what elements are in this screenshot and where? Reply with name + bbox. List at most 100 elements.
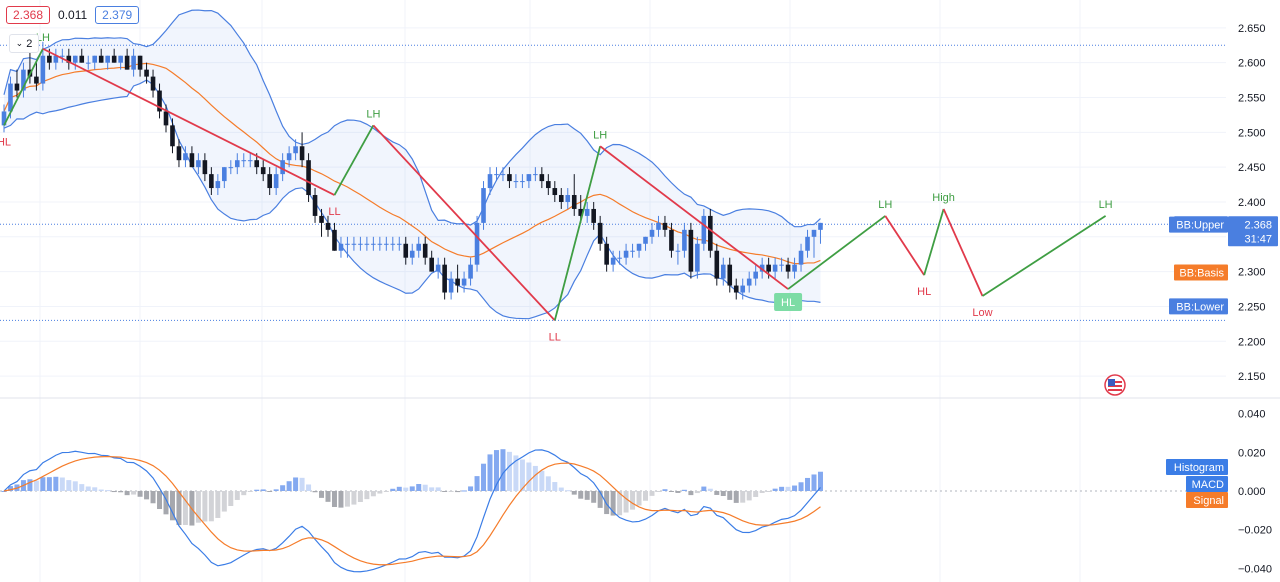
candle-body: [183, 153, 188, 161]
price-tick-label: 2.600: [1238, 58, 1266, 70]
histogram-bar: [40, 477, 46, 491]
candle-body: [409, 250, 415, 258]
macd-tag-bg: [1186, 476, 1228, 492]
candle-body: [319, 215, 324, 223]
histogram-bar: [267, 491, 273, 492]
candle-body: [727, 264, 733, 286]
histogram-tag: Histogram: [1174, 462, 1224, 474]
candle-body: [416, 243, 422, 251]
histogram-bar: [681, 489, 687, 491]
macd-tick-label: 0.040: [1238, 409, 1266, 421]
histogram-bar: [59, 477, 65, 491]
histogram-bar: [526, 462, 532, 491]
candles: [1, 41, 823, 300]
candle-body: [740, 285, 746, 293]
histogram-bar: [403, 487, 409, 491]
candle-body: [500, 174, 506, 176]
candle-body: [118, 55, 123, 63]
histogram-bar: [293, 477, 299, 491]
candle-body: [124, 55, 130, 70]
candle-body: [8, 83, 13, 112]
candle-body: [163, 111, 169, 126]
histogram-bar: [85, 486, 91, 491]
histogram-bar: [228, 491, 234, 506]
histogram-bar: [733, 491, 739, 503]
candle-body: [520, 181, 525, 183]
zigzag: HL LH LL LH LL LH HL LH HL High Low LH: [0, 32, 1113, 344]
histogram-bar: [416, 484, 422, 491]
histogram-bar: [92, 487, 98, 491]
candle-body: [222, 167, 227, 182]
signal-tag: Signal: [1193, 495, 1224, 507]
candle-body: [753, 271, 758, 279]
histogram-bar: [357, 491, 363, 502]
candle-body: [448, 278, 454, 293]
candle-body: [675, 250, 681, 252]
macd-tick-label: 0.020: [1238, 447, 1266, 459]
bid-box[interactable]: 2.368: [6, 6, 51, 24]
candle-body: [429, 257, 434, 272]
ask-box[interactable]: 2.379: [95, 6, 140, 24]
histogram-bar: [131, 491, 137, 495]
pivot-label: LL: [549, 331, 561, 343]
zigzag-leg: [884, 215, 925, 276]
axis-tags: XNGUSD2.36831:47BB:UpperBB:BasisBB:Lower…: [1166, 216, 1278, 508]
histogram-tag-bg: [1166, 459, 1228, 475]
bb-fill: [4, 10, 821, 319]
histogram-bar: [33, 480, 39, 491]
histogram-bar: [442, 491, 448, 492]
candle-body: [364, 243, 370, 245]
pivot-label: HL: [917, 286, 931, 298]
histogram-bar: [448, 491, 454, 492]
candle-body: [662, 222, 668, 230]
pivot-label: Low: [972, 307, 992, 319]
histogram-bar: [331, 491, 337, 507]
candle-body: [571, 195, 577, 209]
candle-body: [533, 174, 538, 176]
candle-body: [234, 160, 240, 168]
candle-body: [695, 243, 700, 272]
macd-tick-label: −0.040: [1238, 563, 1272, 575]
candle-body: [481, 188, 486, 223]
collapse-toggle[interactable]: ⌄ 2: [9, 34, 39, 53]
zigzag-leg: [923, 208, 945, 276]
histogram-bar: [344, 491, 350, 507]
candle-body: [526, 174, 532, 182]
histogram-bar: [500, 449, 506, 491]
candle-body: [254, 160, 260, 168]
candle-body: [649, 229, 655, 237]
histogram-bar: [105, 490, 111, 492]
histogram-bar: [513, 455, 519, 491]
histogram-bar: [338, 491, 344, 508]
histogram-bar: [584, 491, 590, 500]
candle-body: [759, 264, 765, 272]
candle-body: [805, 236, 810, 251]
candle-body: [772, 264, 778, 272]
candle-body: [260, 167, 266, 175]
histogram-bar: [241, 491, 247, 496]
histogram-bar: [66, 480, 72, 491]
price-axis: 2.6502.6002.5502.5002.4502.4002.3502.300…: [1238, 23, 1272, 576]
price-tick-label: 2.500: [1238, 127, 1266, 139]
us-flag-icon[interactable]: [1104, 374, 1126, 396]
price-tick-label: 2.450: [1238, 162, 1266, 174]
histogram-bar: [396, 486, 402, 491]
candle-body: [461, 278, 467, 286]
histogram-bar: [532, 465, 538, 491]
histogram-bar: [383, 491, 389, 492]
histogram-bar: [202, 491, 208, 522]
histogram-bar: [565, 490, 571, 492]
histogram-bar: [221, 491, 227, 512]
zigzag-leg: [553, 146, 602, 321]
candle-body: [403, 243, 409, 258]
histogram-bar: [623, 491, 629, 513]
candle-body: [455, 278, 460, 286]
zigzag-leg: [333, 124, 375, 196]
signal-line: [3, 455, 821, 566]
candle-body: [688, 229, 694, 272]
histogram-bar: [571, 491, 577, 495]
histogram-bar: [137, 491, 143, 497]
histogram-bar: [247, 491, 253, 492]
histogram-bar: [688, 491, 694, 496]
